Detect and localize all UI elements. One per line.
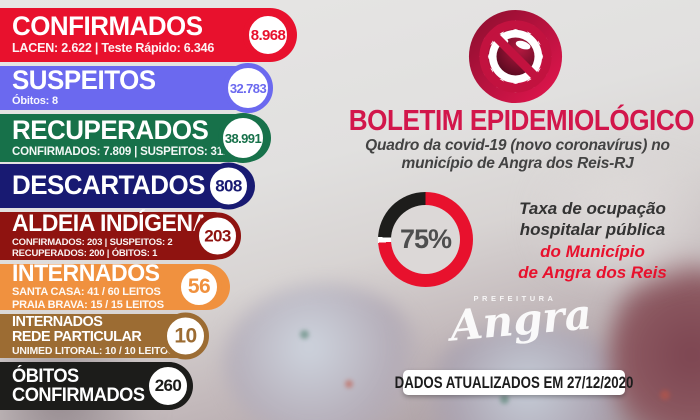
bulletin-title: BOLETIM EPIDEMIOLÓGICO [348, 105, 695, 137]
stat-subtitle: LACEN: 2.622 | Teste Rápido: 6.346 [12, 40, 215, 55]
stat-subtitle: SANTA CASA: 41 / 60 LEITOS [12, 286, 161, 299]
data-updated-text: DADOS ATUALIZADOS EM 27/12/2020 [394, 372, 634, 392]
stat-count-badge: 56 [176, 264, 222, 310]
stat-title-line2: REDE PARTICULAR [12, 328, 142, 346]
occupancy-label-line2: hospitalar pública [519, 220, 666, 240]
logo-angra-text: Angra [448, 289, 594, 351]
stat-subtitle-2: RECUPERADOS: 200 | ÓBITOS: 1 [12, 248, 158, 260]
virus-speck [345, 380, 353, 388]
occupancy-label-line3: do Município [540, 241, 645, 261]
stat-bar-internados: INTERNADOS SANTA CASA: 41 / 60 LEITOS PR… [0, 259, 230, 312]
stat-bar-obitos-confirmados: ÓBITOS CONFIRMADOS 260 [0, 362, 193, 410]
stat-bar-aldeia-indigena: ALDEIA INDÍGENA CONFIRMADOS: 203 | SUSPE… [0, 210, 241, 260]
bulletin-subtitle-line1: Quadro da covid-19 (novo coronavírus) no [365, 137, 670, 154]
stat-count-badge: 203 [194, 212, 241, 260]
stat-bar-suspeitos: SUSPEITOS Óbitos: 8 32.783 [0, 63, 273, 113]
stat-title: SUSPEITOS [12, 65, 156, 96]
bulletin-subtitle-line2: município de Angra dos Reis-RJ [401, 155, 634, 172]
stat-title: DESCARTADOS [12, 170, 205, 201]
stat-title: ALDEIA INDÍGENA [12, 210, 209, 238]
stat-subtitle: CONFIRMADOS: 203 | SUSPEITOS: 2 [12, 236, 173, 248]
virus-blob [510, 160, 700, 280]
occupancy-label-line4: de Angra dos Reis [518, 262, 667, 282]
stat-bar-internados-rede-particular: INTERNADOS REDE PARTICULAR UNIMED LITORA… [0, 312, 209, 360]
stat-count-badge: 32.783 [223, 63, 273, 113]
stat-bar-confirmados: CONFIRMADOS LACEN: 2.622 | Teste Rápido:… [0, 8, 297, 62]
occupancy-percent: 75% [399, 224, 452, 254]
stat-subtitle: CONFIRMADOS: 7.809 | SUSPEITOS: 31.182 [12, 145, 245, 158]
prefeitura-angra-logo: PREFEITURA Angra [448, 289, 594, 350]
stat-subtitle-2: PRAIA BRAVA: 15 / 15 LEITOS [12, 299, 164, 312]
stat-title: INTERNADOS [12, 259, 160, 287]
stat-subtitle: UNIMED LITORAL: 10 / 10 LEITOS [12, 344, 175, 357]
occupancy-label: Taxa de ocupação hospitalar pública do M… [490, 198, 695, 283]
occupancy-label-line1: Taxa de ocupação [519, 199, 666, 218]
data-updated-pill: DADOS ATUALIZADOS EM 27/12/2020 [395, 370, 633, 395]
stat-count-badge: 808 [205, 162, 252, 210]
occupancy-donut-chart: 75% [378, 192, 473, 287]
stat-title: RECUPERADOS [12, 115, 209, 146]
stat-bar-recuperados: RECUPERADOS CONFIRMADOS: 7.809 | SUSPEIT… [0, 113, 271, 163]
virus-blob [225, 285, 425, 420]
logo-prefeitura-text: PREFEITURA [473, 294, 557, 303]
stat-title: INTERNADOS [12, 313, 103, 331]
stat-title: ÓBITOS [12, 365, 79, 387]
stat-count-badge: 10 [162, 312, 209, 360]
no-covid-icon [468, 9, 563, 104]
stat-subtitle: Óbitos: 8 [12, 94, 58, 107]
stat-count-badge: 38.991 [218, 113, 268, 163]
stat-count-badge: 260 [144, 362, 192, 410]
stat-title-line2: CONFIRMADOS [12, 385, 145, 406]
virus-speck [500, 395, 509, 404]
stat-count-badge: 8.968 [243, 10, 293, 60]
virus-speck [300, 330, 309, 339]
virus-speck [660, 390, 670, 400]
stat-bar-descartados: DESCARTADOS 808 [0, 162, 255, 210]
stat-title: CONFIRMADOS [12, 11, 203, 42]
